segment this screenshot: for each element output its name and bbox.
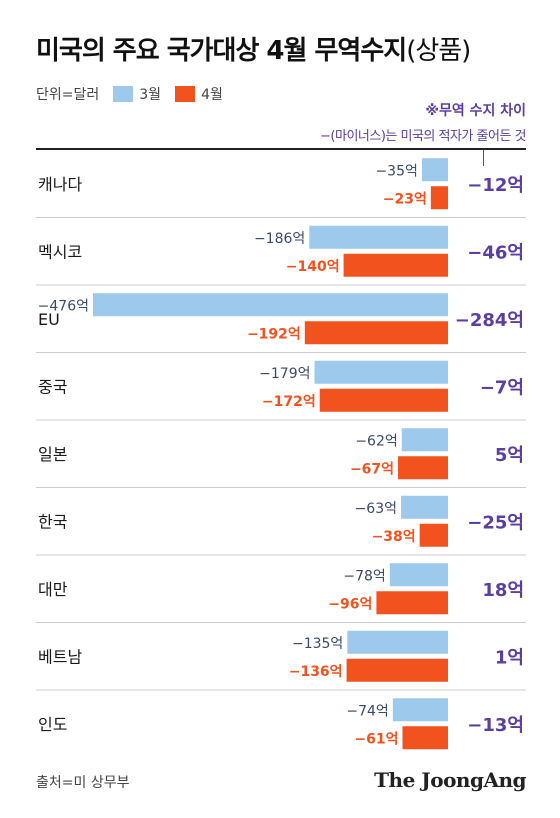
value-label-march: −135억	[292, 636, 343, 652]
difference-label: −7억	[480, 377, 524, 398]
bar-april	[343, 253, 448, 277]
note-tick	[483, 150, 484, 166]
difference-note: ※무역 수지 차이 −(마이너스)는 미국의 적자가 줄어든 것	[320, 100, 526, 144]
value-label-march: −476억	[38, 298, 89, 314]
category-label: 베트남	[38, 647, 82, 666]
category-label: 캐나다	[38, 175, 82, 194]
brand-logo: The JoongAng	[374, 768, 526, 792]
note-title: ※무역 수지 차이	[425, 103, 526, 119]
difference-label: 18억	[482, 580, 524, 601]
category-label: 멕시코	[38, 242, 82, 261]
difference-label: −12억	[467, 175, 524, 196]
top-rule	[36, 148, 526, 150]
bar-march	[314, 360, 448, 384]
bar-april	[430, 186, 448, 210]
value-label-march: −62억	[355, 433, 397, 449]
value-label-april: −23억	[383, 191, 427, 207]
value-label-april: −136억	[289, 664, 343, 680]
bar-march	[93, 293, 448, 317]
value-label-april: −140억	[286, 259, 340, 275]
bar-march	[421, 158, 448, 182]
value-label-march: −186억	[254, 231, 305, 247]
bar-march	[347, 630, 448, 654]
legend-label-march: 3월	[139, 87, 162, 103]
value-label-april: −192억	[247, 326, 301, 342]
title-main: 미국의 주요 국가대상 4월 무역수지	[36, 36, 407, 66]
legend-unit: 단위=달러	[36, 87, 100, 103]
value-label-march: −74억	[346, 703, 388, 719]
legend-item-april: 4월	[175, 84, 223, 104]
value-label-april: −172억	[262, 394, 316, 410]
value-label-april: −38억	[372, 529, 416, 545]
difference-label: 5억	[495, 445, 524, 466]
value-label-march: −78억	[343, 568, 385, 584]
chart-title: 미국의 주요 국가대상 4월 무역수지(상품)	[36, 30, 471, 67]
category-label: EU	[38, 310, 60, 329]
legend-item-march: 3월	[113, 84, 161, 104]
difference-label: 1억	[495, 647, 524, 668]
bar-april	[398, 456, 448, 480]
value-label-april: −61억	[354, 731, 398, 747]
bar-april	[304, 321, 448, 345]
bar-march	[392, 698, 448, 722]
legend-swatch-april	[175, 86, 196, 102]
bar-april	[376, 591, 448, 615]
bar-march	[401, 495, 448, 519]
difference-label: −13억	[467, 715, 524, 736]
value-label-march: −63억	[355, 501, 397, 517]
legend: 단위=달러 3월 4월	[36, 84, 237, 104]
bar-march	[309, 225, 448, 249]
value-label-march: −35억	[375, 163, 417, 179]
legend-label-april: 4월	[201, 87, 223, 103]
title-paren: (상품)	[406, 36, 471, 66]
category-label: 인도	[38, 715, 67, 734]
category-label: 한국	[38, 512, 67, 531]
bar-april	[319, 388, 448, 412]
difference-label: −25억	[467, 512, 524, 533]
value-label-april: −96억	[328, 596, 372, 612]
bar-april	[419, 523, 448, 547]
bar-april	[402, 726, 448, 750]
category-label: 일본	[38, 445, 67, 464]
bar-march	[401, 428, 448, 452]
source-text: 출처=미 상무부	[36, 775, 130, 791]
difference-label: −284억	[455, 310, 524, 331]
value-label-april: −67억	[350, 461, 394, 477]
note-desc: −(마이너스)는 미국의 적자가 줄어든 것	[320, 129, 526, 144]
bar-april	[346, 658, 448, 682]
difference-label: −46억	[467, 242, 524, 263]
legend-swatch-march	[113, 86, 134, 102]
category-label: 중국	[38, 377, 67, 396]
category-label: 대만	[38, 580, 68, 599]
bar-march	[389, 563, 448, 587]
value-label-march: −179억	[259, 366, 310, 382]
